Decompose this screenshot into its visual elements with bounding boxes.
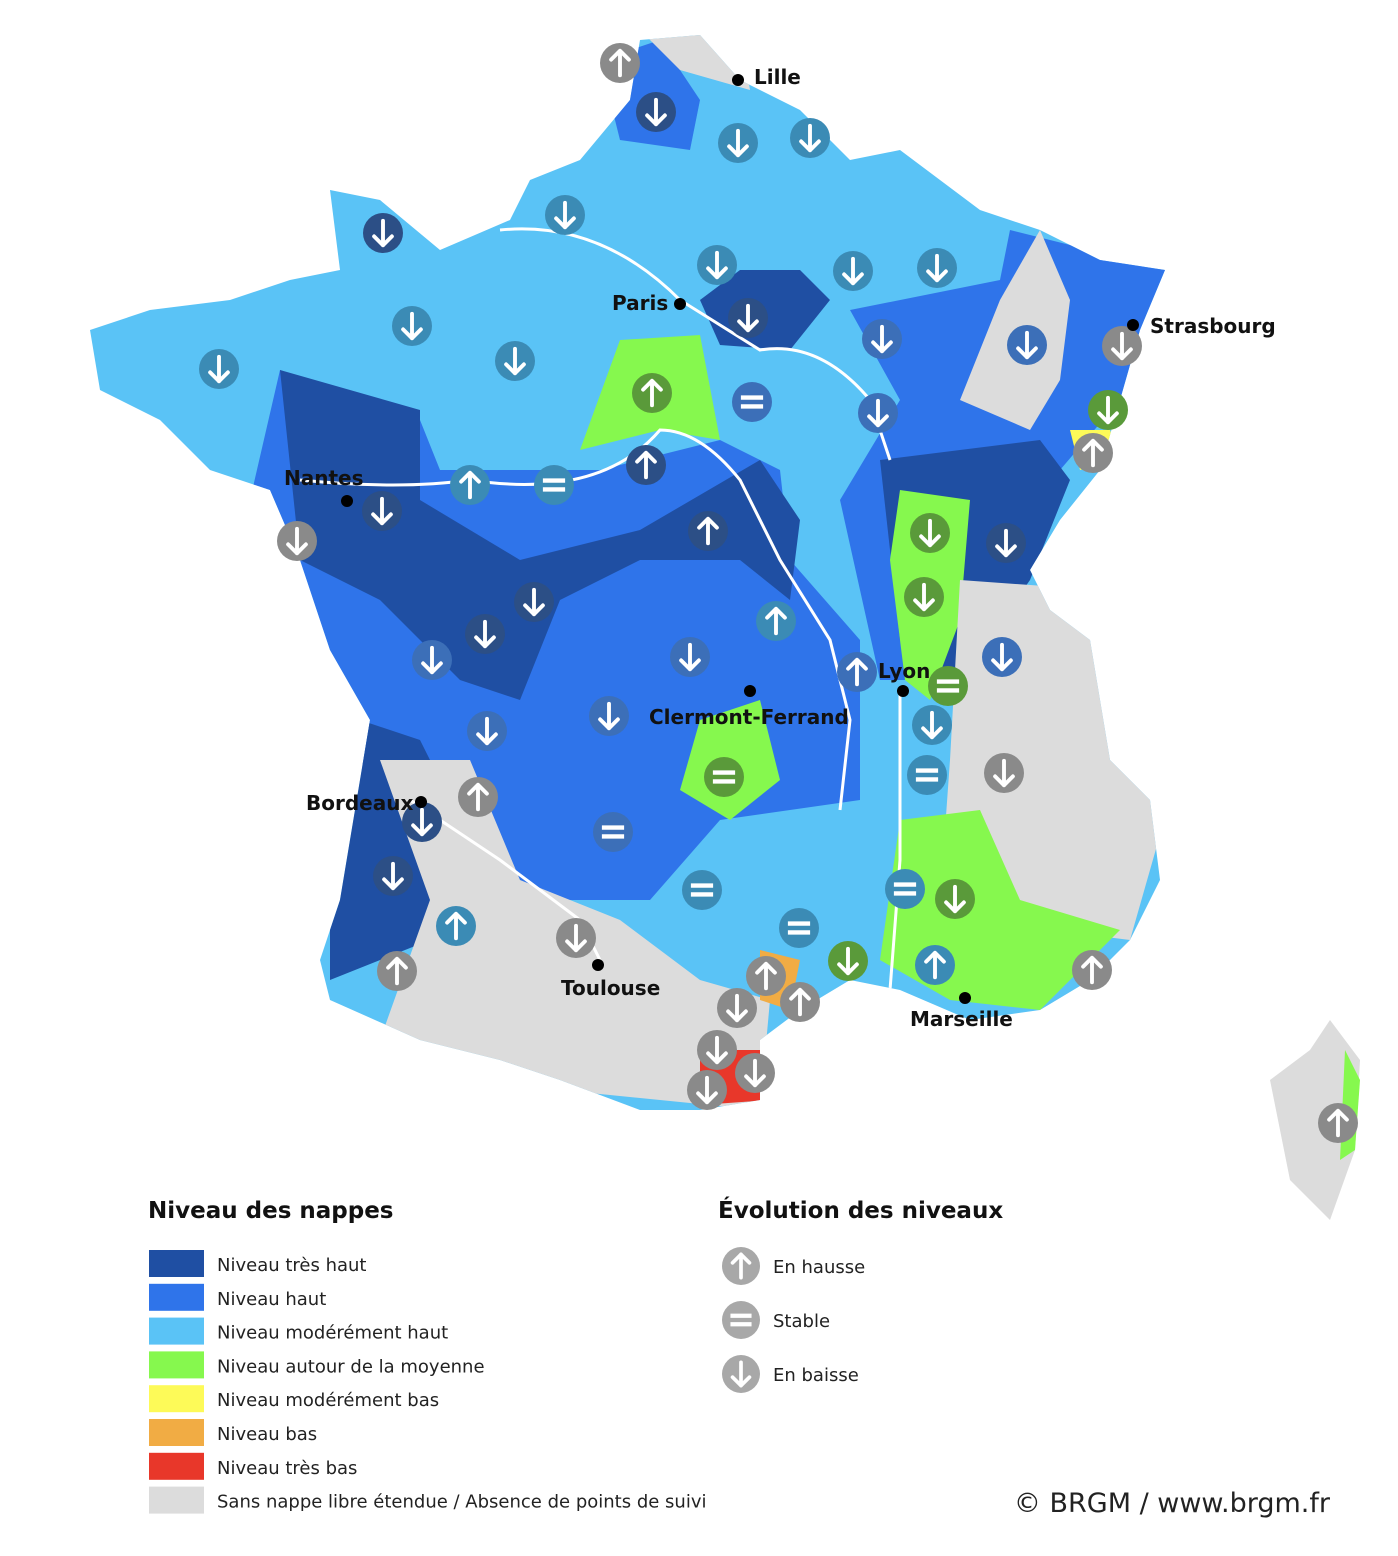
legend-swatch	[149, 1283, 204, 1311]
legend-swatch	[149, 1452, 204, 1480]
city-label: Lille	[754, 65, 801, 89]
legend-swatch	[149, 1317, 204, 1345]
trend-icon-bg	[534, 465, 574, 505]
trend-icon-bg	[704, 757, 744, 797]
trend-icon-bg	[779, 908, 819, 948]
legend-label: Niveau haut	[217, 1289, 326, 1310]
legend-label: En baisse	[773, 1365, 859, 1386]
legend-label: Stable	[773, 1311, 830, 1332]
city-label: Lyon	[878, 659, 930, 683]
city-label: Strasbourg	[1150, 314, 1276, 338]
cities: Lille Paris Strasbourg Nantes Lyon Clerm…	[284, 65, 1276, 1031]
city-label: Toulouse	[561, 976, 660, 1000]
legend-trend: En hausse Stable En baisse	[722, 1247, 865, 1393]
legend-label: Sans nappe libre étendue / Absence de po…	[217, 1492, 707, 1513]
legend-label: Niveau bas	[217, 1424, 317, 1445]
legend-label: En hausse	[773, 1257, 865, 1278]
legend-title: Niveau des nappes	[148, 1198, 394, 1224]
legend-swatch	[149, 1250, 204, 1277]
trend-icon-bg	[682, 870, 722, 910]
trend-icon-bg	[732, 382, 772, 422]
legend-label: Niveau très haut	[217, 1255, 367, 1276]
legend-swatch	[149, 1419, 204, 1446]
legend-levels: Niveau très haut Niveau haut Niveau modéré…	[149, 1250, 707, 1514]
trend-icons	[199, 43, 1358, 1143]
legend-swatch	[149, 1351, 204, 1379]
city-label: Clermont-Ferrand	[649, 705, 849, 729]
legend-label: Niveau autour de la moyenne	[217, 1356, 485, 1377]
trend-icon-bg	[722, 1301, 760, 1339]
legend-title: Évolution des niveaux	[718, 1196, 1003, 1224]
credit: © BRGM / www.brgm.fr	[1014, 1488, 1331, 1519]
legend-label: Niveau très bas	[217, 1458, 357, 1479]
legend-swatch	[149, 1385, 204, 1413]
legend-label: Niveau modérément bas	[217, 1390, 439, 1411]
trend-icon-bg	[885, 869, 925, 909]
city-label: Nantes	[284, 466, 364, 490]
france-map	[90, 35, 1360, 1220]
trend-icon-bg	[928, 666, 968, 706]
legend-label: Niveau modérément haut	[217, 1323, 448, 1344]
legend-swatch	[149, 1486, 204, 1514]
city-label: Paris	[612, 291, 668, 315]
city-label: Marseille	[910, 1007, 1013, 1031]
trend-icon-bg	[593, 812, 633, 852]
city-label: Bordeaux	[306, 791, 413, 815]
trend-icon-bg	[907, 755, 947, 795]
